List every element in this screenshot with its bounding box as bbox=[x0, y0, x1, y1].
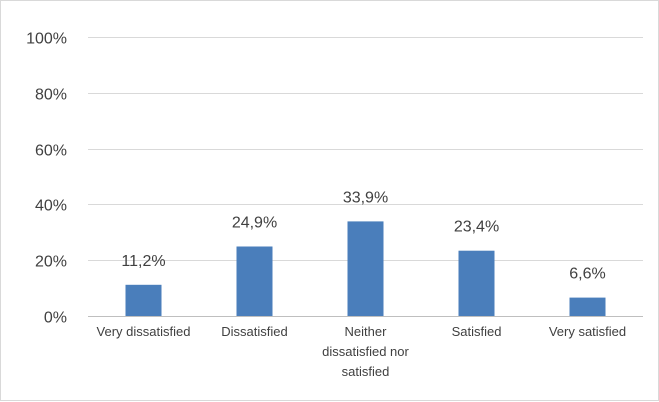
bar-value-label: 11,2% bbox=[121, 253, 165, 270]
x-tick-label-line: satisfied bbox=[342, 364, 390, 379]
grid-layer bbox=[88, 37, 643, 317]
y-tick-label: 80% bbox=[35, 87, 67, 104]
x-tick-label-line: Satisfied bbox=[452, 324, 502, 339]
y-tick-label: 40% bbox=[35, 198, 67, 215]
data-labels: 11,2% 24,9% 33,9% 23,4% 6,6% bbox=[121, 189, 605, 282]
x-axis-ticks: Very dissatisfied Dissatisfied Neither diss… bbox=[97, 324, 627, 379]
bar-value-label: 23,4% bbox=[454, 219, 499, 236]
x-tick-label-line: Dissatisfied bbox=[221, 324, 287, 339]
bar-value-label: 24,9% bbox=[232, 215, 277, 232]
y-tick-label: 60% bbox=[35, 143, 67, 160]
bars bbox=[125, 221, 606, 316]
bar bbox=[236, 246, 273, 316]
x-tick-label: Satisfied bbox=[452, 324, 502, 339]
y-axis-ticks: 0% 20% 40% 60% 80% 100% bbox=[26, 31, 67, 327]
bar bbox=[125, 284, 162, 316]
y-tick-label: 100% bbox=[26, 31, 67, 48]
y-tick-label: 20% bbox=[35, 254, 67, 271]
bar bbox=[347, 221, 384, 316]
bar-value-label: 33,9% bbox=[343, 189, 388, 206]
y-tick-label: 0% bbox=[44, 310, 67, 327]
x-tick-label: Dissatisfied bbox=[221, 324, 287, 339]
x-tick-label: Neither dissatisfied nor satisfied bbox=[322, 324, 409, 379]
bar bbox=[458, 250, 495, 316]
x-tick-label-line: Very satisfied bbox=[549, 324, 626, 339]
bar-value-label: 6,6% bbox=[569, 266, 605, 283]
x-tick-label-line: Very dissatisfied bbox=[97, 324, 191, 339]
x-tick-label: Very dissatisfied bbox=[97, 324, 191, 339]
x-tick-label-line: Neither bbox=[345, 324, 388, 339]
x-tick-label-line: dissatisfied nor bbox=[322, 344, 409, 359]
x-tick-label: Very satisfied bbox=[549, 324, 626, 339]
bar bbox=[569, 297, 606, 316]
